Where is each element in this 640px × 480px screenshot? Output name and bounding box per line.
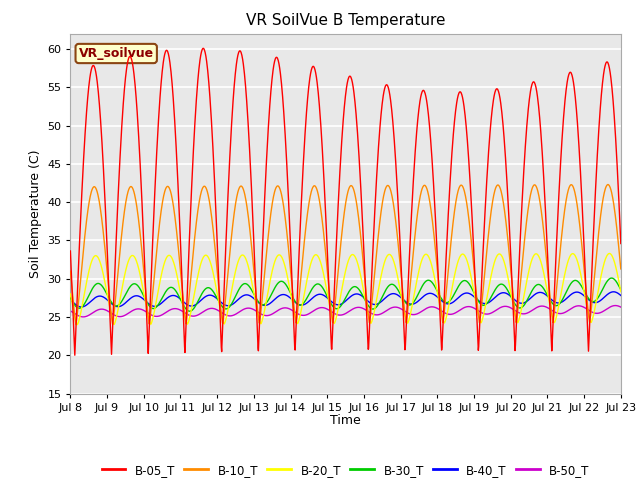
B-30_T — [186, 308, 193, 314]
B-30_T — [322, 290, 330, 296]
B-10_T — [300, 239, 308, 245]
Legend: B-05_T, B-10_T, B-20_T, B-30_T, B-40_T, B-50_T: B-05_T, B-10_T, B-20_T, B-30_T, B-40_T, … — [97, 459, 595, 480]
B-05_T — [132, 90, 140, 96]
Y-axis label: Soil Temperature (C): Soil Temperature (C) — [29, 149, 42, 278]
B-40_T — [617, 292, 625, 298]
B-05_T — [109, 305, 117, 311]
B-40_T — [132, 293, 140, 299]
B-50_T — [132, 306, 140, 312]
B-10_T — [67, 268, 74, 274]
B-50_T — [79, 314, 87, 320]
B-10_T — [109, 316, 117, 322]
B-10_T — [380, 192, 388, 197]
B-30_T — [312, 282, 319, 288]
B-50_T — [300, 312, 308, 318]
B-20_T — [67, 291, 74, 297]
B-05_T — [617, 240, 625, 246]
B-30_T — [380, 290, 388, 296]
B-05_T — [301, 137, 308, 143]
B-20_T — [605, 251, 613, 256]
B-10_T — [312, 184, 319, 190]
B-40_T — [380, 296, 388, 302]
B-50_T — [109, 312, 117, 317]
B-40_T — [300, 301, 308, 307]
B-30_T — [67, 295, 74, 301]
B-20_T — [617, 288, 625, 294]
B-50_T — [322, 305, 330, 311]
B-05_T — [71, 352, 79, 358]
Line: B-50_T: B-50_T — [70, 306, 621, 317]
Line: B-10_T: B-10_T — [70, 184, 621, 324]
B-20_T — [322, 281, 330, 287]
B-10_T — [617, 266, 625, 272]
B-40_T — [610, 289, 618, 295]
Text: VR_soilvue: VR_soilvue — [79, 47, 154, 60]
B-10_T — [72, 322, 80, 327]
X-axis label: Time: Time — [330, 414, 361, 427]
B-20_T — [300, 291, 308, 297]
B-05_T — [312, 72, 320, 78]
Title: VR SoilVue B Temperature: VR SoilVue B Temperature — [246, 13, 445, 28]
B-50_T — [312, 307, 319, 312]
B-30_T — [300, 300, 308, 305]
B-20_T — [132, 256, 140, 262]
B-20_T — [74, 322, 81, 327]
B-10_T — [604, 181, 612, 187]
B-05_T — [381, 87, 388, 93]
B-05_T — [67, 248, 74, 254]
Line: B-40_T: B-40_T — [70, 292, 621, 307]
B-30_T — [617, 287, 625, 293]
B-30_T — [608, 275, 616, 281]
B-30_T — [109, 301, 117, 307]
Line: B-30_T: B-30_T — [70, 278, 621, 311]
B-20_T — [109, 320, 117, 326]
B-50_T — [380, 310, 388, 315]
B-10_T — [322, 250, 330, 255]
B-50_T — [617, 304, 625, 310]
B-50_T — [67, 308, 74, 314]
B-40_T — [312, 293, 319, 299]
B-10_T — [132, 197, 140, 203]
B-40_T — [67, 297, 74, 303]
Line: B-20_T: B-20_T — [70, 253, 621, 324]
B-40_T — [77, 304, 85, 310]
Line: B-05_T: B-05_T — [70, 48, 621, 355]
B-05_T — [200, 46, 207, 51]
B-20_T — [312, 252, 319, 258]
B-40_T — [322, 294, 330, 300]
B-05_T — [322, 217, 330, 223]
B-30_T — [132, 281, 140, 287]
B-40_T — [109, 302, 117, 308]
B-50_T — [611, 303, 619, 309]
B-20_T — [380, 261, 388, 267]
